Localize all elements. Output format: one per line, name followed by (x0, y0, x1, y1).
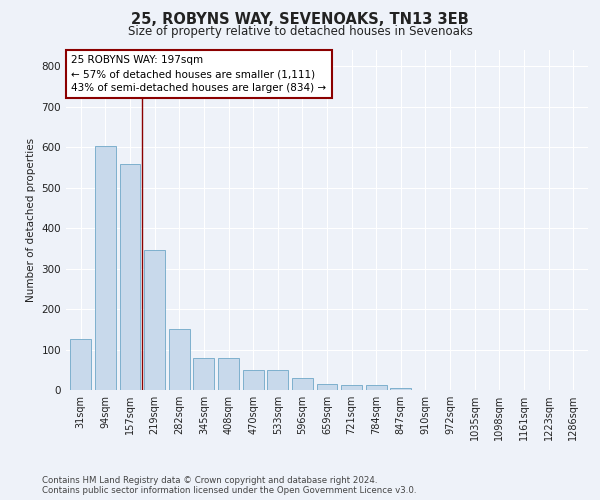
Bar (169, 330, 190, 390)
Bar (193, 358, 214, 390)
Bar (391, 388, 412, 390)
Bar (119, 164, 140, 390)
Bar (341, 385, 362, 390)
Bar (242, 370, 263, 390)
Text: Contains HM Land Registry data © Crown copyright and database right 2024.: Contains HM Land Registry data © Crown c… (42, 476, 377, 485)
Text: Size of property relative to detached houses in Sevenoaks: Size of property relative to detached ho… (128, 25, 472, 38)
Bar (366, 385, 387, 390)
Bar (292, 378, 313, 390)
Bar (144, 250, 165, 390)
Bar (267, 370, 288, 390)
Bar (218, 358, 239, 390)
Text: Contains public sector information licensed under the Open Government Licence v3: Contains public sector information licen… (42, 486, 416, 495)
Bar (95, 146, 116, 390)
Bar (70, 340, 91, 390)
Text: 25 ROBYNS WAY: 197sqm
← 57% of detached houses are smaller (1,111)
43% of semi-d: 25 ROBYNS WAY: 197sqm ← 57% of detached … (71, 55, 326, 93)
Y-axis label: Number of detached properties: Number of detached properties (26, 138, 36, 302)
Bar (317, 384, 337, 390)
Text: 25, ROBYNS WAY, SEVENOAKS, TN13 3EB: 25, ROBYNS WAY, SEVENOAKS, TN13 3EB (131, 12, 469, 28)
